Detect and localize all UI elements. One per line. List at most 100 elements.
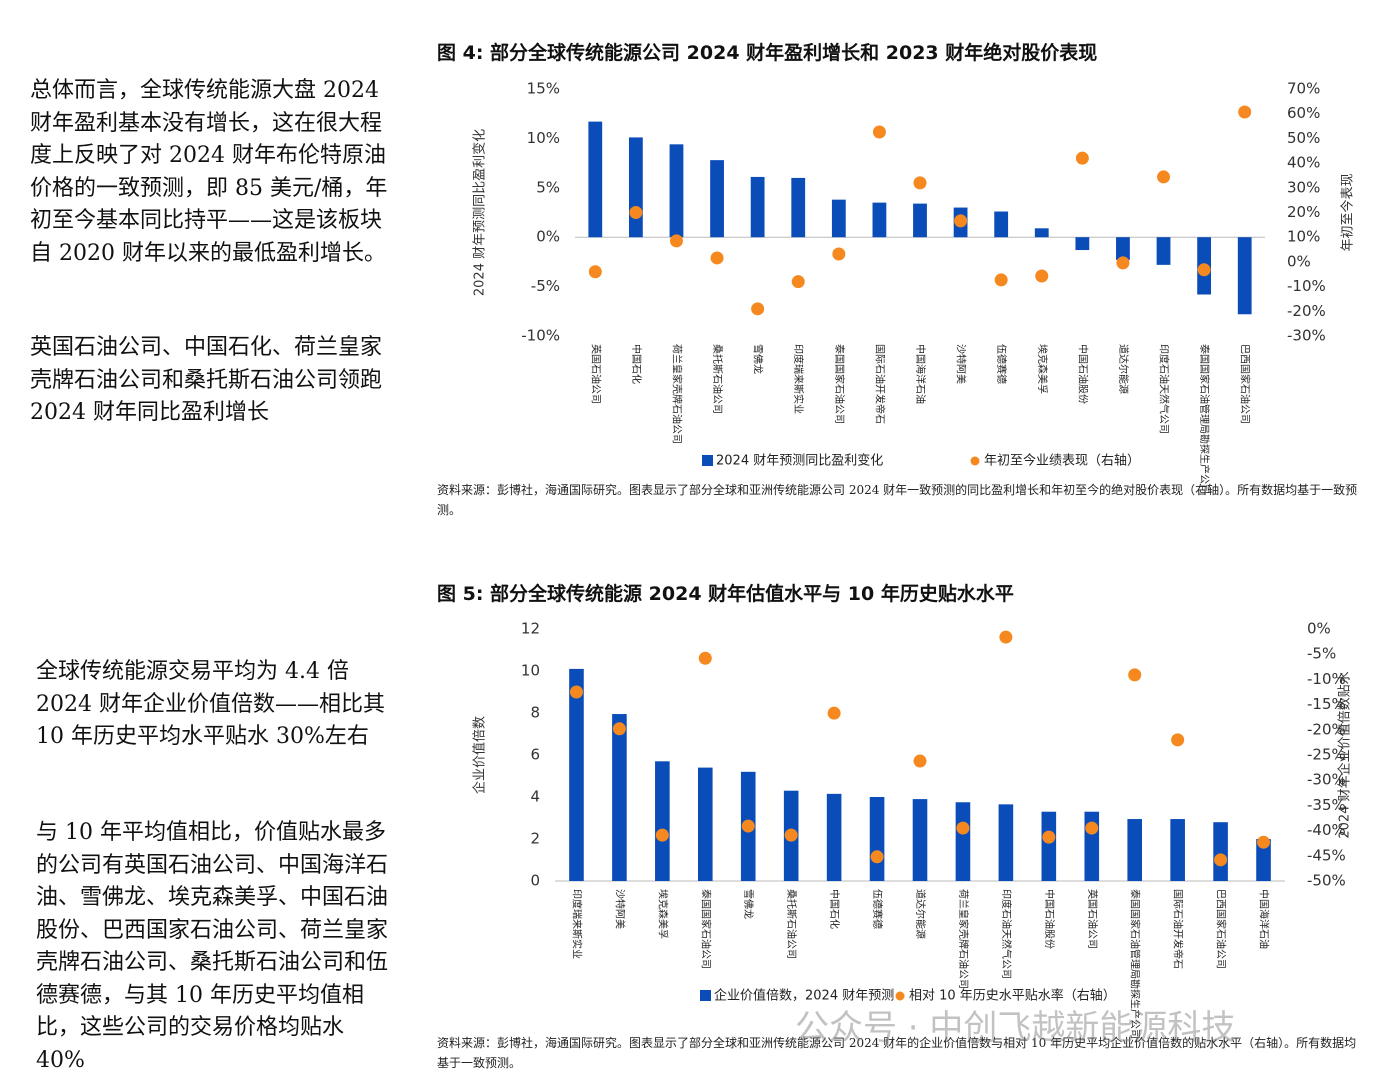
dot	[994, 273, 1008, 287]
x-tick-label: 印度瑞来斯实业	[570, 889, 583, 959]
bar	[869, 797, 885, 881]
dot	[1197, 263, 1211, 277]
dot	[1042, 830, 1056, 844]
x-tick-label: 沙特阿美	[955, 344, 968, 384]
bar	[1170, 819, 1185, 881]
x-tick-label: 印度瑞来斯实业	[792, 344, 805, 414]
x-tick-label: 国际石油开发帝石	[1172, 889, 1185, 969]
bar	[791, 177, 806, 238]
source-note: 资料来源：彭博社，海通国际研究。图表显示了部分全球和亚洲传统能源公司 2024 …	[437, 1036, 1357, 1070]
dot	[751, 302, 765, 316]
dot	[870, 850, 884, 864]
bar	[1041, 811, 1057, 881]
bar	[872, 202, 887, 238]
dot	[913, 176, 927, 190]
dot	[1257, 835, 1271, 849]
x-tick-label: 伍德赛德	[995, 344, 1008, 384]
bar	[612, 714, 627, 881]
bar	[1156, 237, 1171, 265]
bar	[955, 802, 971, 881]
legend-label: 2024 财年预测同比盈利变化	[716, 453, 883, 469]
y2-tick-label: 0%	[1307, 620, 1331, 638]
dot	[741, 819, 755, 833]
paragraph: 全球传统能源交易平均为 4.4 倍 2024 财年企业价值倍数——相比其 10 …	[36, 659, 385, 749]
y2-tick-label: 20%	[1287, 203, 1320, 221]
dot	[1214, 853, 1228, 867]
dot	[954, 214, 968, 228]
dot	[1171, 733, 1185, 747]
bar	[1127, 819, 1143, 881]
dot	[827, 706, 841, 720]
legend-swatch	[970, 456, 980, 466]
x-tick-label: 泰国国家石油公司	[833, 344, 846, 424]
x-tick-label: 巴西国家石油公司	[1215, 889, 1228, 969]
dot	[1085, 821, 1099, 835]
watermark: 公众号 · 中创飞越新能源科技	[795, 1008, 1236, 1048]
x-tick-label: 荷兰皇家壳牌石油公司	[957, 889, 970, 989]
y-tick-label: 10	[521, 662, 540, 680]
bar	[628, 137, 643, 238]
x-tick-label: 雪佛龙	[752, 344, 765, 374]
dot	[612, 722, 626, 736]
bar	[1075, 237, 1090, 251]
x-tick-label: 中国石化	[828, 889, 841, 929]
y2-tick-label: 40%	[1287, 154, 1320, 172]
y-tick-label: -10%	[521, 327, 560, 345]
x-tick-label: 印度石油天然气公司	[1000, 889, 1013, 979]
bar	[710, 160, 724, 238]
x-tick-label: 桑托斯石油公司	[711, 344, 724, 414]
dot	[1035, 269, 1049, 283]
dot	[784, 828, 798, 842]
bar	[1256, 839, 1271, 881]
y2-tick-label: -50%	[1307, 872, 1346, 890]
bar	[831, 199, 846, 238]
x-tick-label: 中国海洋石油	[914, 344, 927, 404]
legend-label: 年初至今业绩表现（右轴）	[984, 453, 1140, 469]
dot	[1157, 170, 1171, 184]
y-tick-label: -5%	[531, 277, 560, 295]
bar	[588, 121, 603, 238]
y2-tick-label: 0%	[1287, 252, 1311, 270]
bar	[913, 203, 927, 238]
y2-tick-label: 50%	[1287, 129, 1320, 147]
x-tick-label: 国际石油开发帝石	[873, 344, 886, 424]
x-tick-label: 雪佛龙	[742, 889, 755, 919]
x-tick-label: 埃克森美孚	[656, 889, 669, 939]
dot	[872, 125, 886, 139]
x-tick-label: 沙特阿美	[613, 889, 626, 929]
chart-title: 图 4: 部分全球传统能源公司 2024 财年盈利增长和 2023 财年绝对股价…	[437, 42, 1098, 64]
bar	[697, 767, 713, 881]
y-axis-title: 2024 财年预测同比盈利变化	[472, 129, 488, 296]
y-tick-label: 15%	[527, 80, 560, 98]
x-tick-label: 泰国国家石油管理局勘探生产公司	[1198, 344, 1211, 494]
dot	[588, 265, 602, 279]
bar	[998, 804, 1014, 881]
dot	[791, 275, 805, 289]
y2-tick-label: -25%	[1307, 746, 1346, 764]
bar	[1116, 237, 1130, 260]
chart-title: 图 5: 部分全球传统能源 2024 财年估值水平与 10 年历史贴水水平	[437, 583, 1014, 605]
bar	[1213, 822, 1228, 881]
bar	[1034, 228, 1049, 238]
y-tick-label: 8	[530, 704, 540, 722]
paragraph: 与 10 年平均值相比，价值贴水最多的公司有英国石油公司、中国海洋石油、雪佛龙、…	[36, 820, 389, 1073]
y2-tick-label: 10%	[1287, 228, 1320, 246]
bar	[569, 668, 584, 881]
y2-tick-label: -20%	[1287, 302, 1326, 320]
bar	[655, 761, 670, 881]
x-tick-label: 泰国国家石油公司	[699, 889, 712, 969]
y2-tick-label: -35%	[1307, 796, 1346, 814]
bar	[669, 144, 684, 238]
y-tick-label: 0	[530, 872, 540, 890]
dot	[956, 821, 970, 835]
x-tick-label: 道达尔能源	[914, 889, 927, 939]
y-tick-label: 0%	[536, 228, 560, 246]
paragraph: 英国石油公司、中国石化、荷兰皇家壳牌石油公司和桑托斯石油公司领跑 2024 财年…	[30, 335, 383, 425]
x-tick-label: 中国石化	[630, 344, 643, 384]
y-tick-label: 4	[530, 788, 540, 806]
x-tick-label: 埃克森美孚	[1036, 344, 1049, 394]
y-tick-label: 6	[530, 746, 540, 764]
y2-tick-label: 60%	[1287, 104, 1320, 122]
x-tick-label: 中国石油股份	[1076, 344, 1089, 404]
